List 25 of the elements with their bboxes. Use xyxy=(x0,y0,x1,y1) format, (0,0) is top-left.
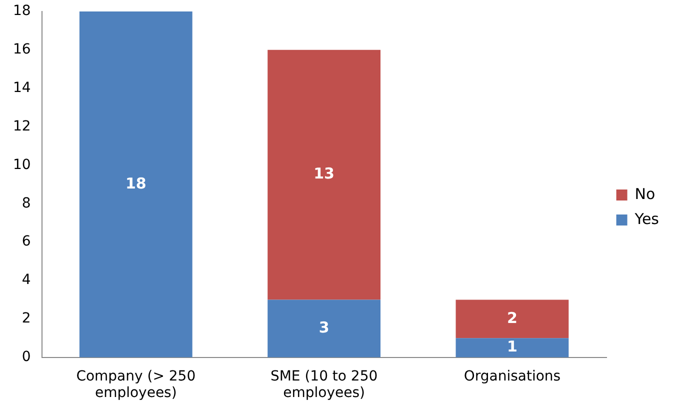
y-tick-label: 8 xyxy=(22,195,31,212)
y-tick-label: 18 xyxy=(12,3,31,20)
y-tick-label: 12 xyxy=(12,118,31,134)
bar xyxy=(456,300,569,338)
y-tick-label: 14 xyxy=(12,80,31,96)
y-tick-label: 10 xyxy=(12,156,31,173)
data-label: 1 xyxy=(506,338,518,356)
legend-label: Yes xyxy=(634,210,660,228)
bar xyxy=(456,338,569,358)
x-tick-label: Company (> 250 employees) xyxy=(76,368,196,402)
bar xyxy=(268,50,380,300)
data-label: 18 xyxy=(125,174,146,192)
y-tick-label: 2 xyxy=(22,310,31,327)
y-tick-label: 16 xyxy=(12,41,31,58)
legend-label: No xyxy=(634,184,656,203)
y-tick-label: 0 xyxy=(22,349,31,366)
bar xyxy=(79,11,192,358)
data-label: 2 xyxy=(506,308,518,327)
data-label: 13 xyxy=(314,164,334,183)
data-label: 3 xyxy=(318,318,330,336)
y-tick-label: 4 xyxy=(22,272,31,288)
bar xyxy=(268,300,380,358)
x-tick-label: Organisations xyxy=(464,368,561,384)
x-tick-label: SME (10 to 250 employees) xyxy=(270,368,378,402)
y-tick-label: 6 xyxy=(22,234,31,250)
